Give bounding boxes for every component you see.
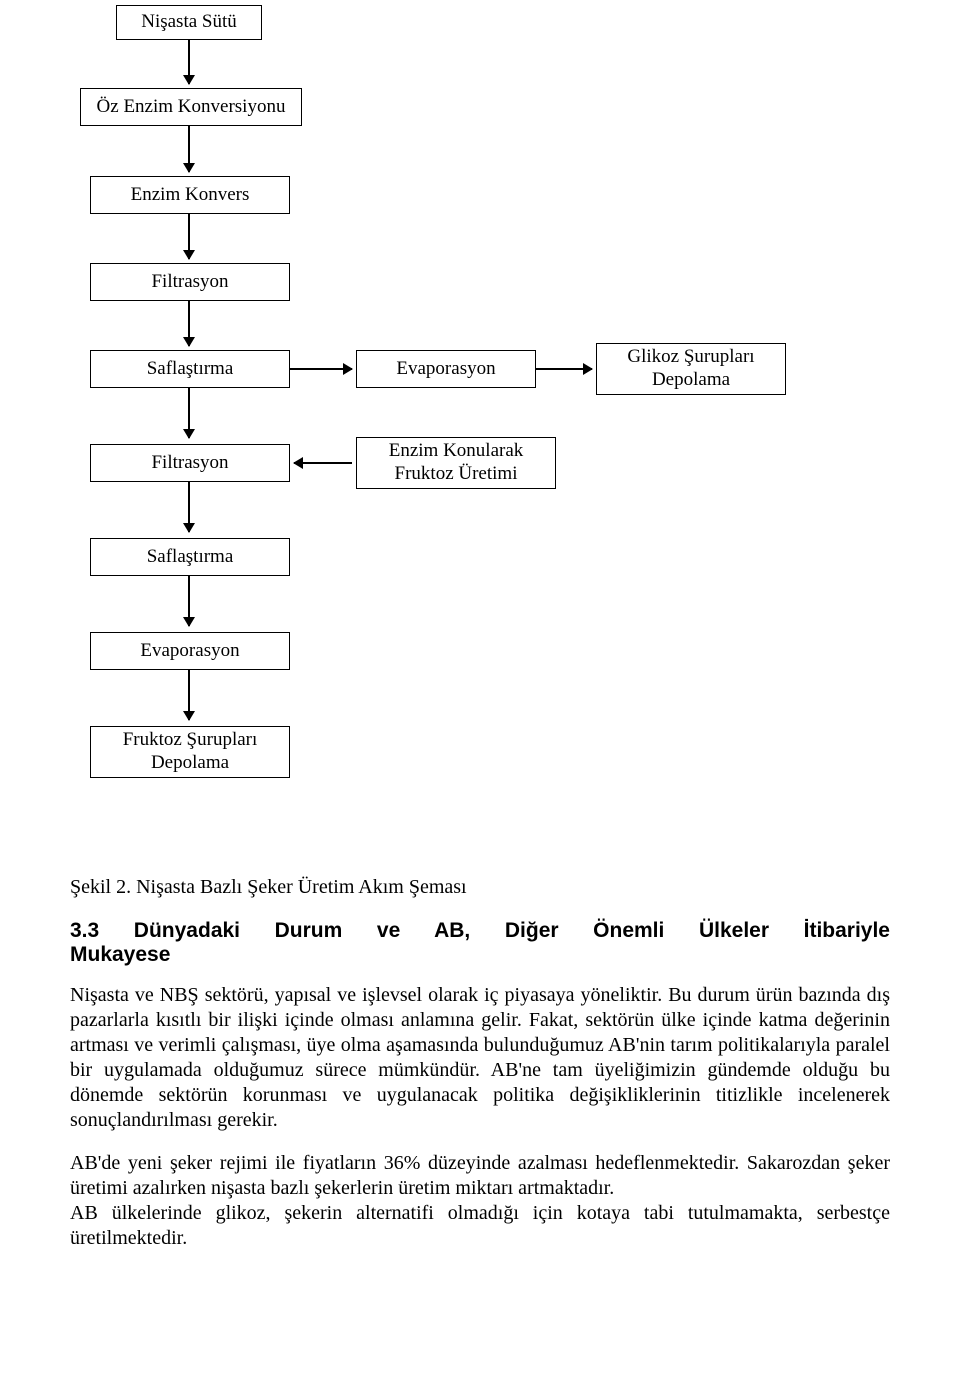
arrow-down-icon — [188, 40, 190, 84]
arrow-down-icon — [188, 301, 190, 346]
section-title: 3.3 Dünyadaki Durum ve AB, Diğer Önemli … — [0, 913, 960, 973]
flow-node: Enzim Konvers — [90, 176, 290, 214]
figure-caption: Şekil 2. Nişasta Bazlı Şeker Üretim Akım… — [0, 870, 960, 913]
flow-node: Evaporasyon — [90, 632, 290, 670]
paragraph: AB ülkelerinde glikoz, şekerin alternati… — [70, 1201, 890, 1251]
body-text: Nişasta ve NBŞ sektörü, yapısal ve işlev… — [0, 973, 960, 1281]
arrow-down-icon — [188, 388, 190, 438]
flow-node: Saflaştırma — [90, 538, 290, 576]
arrow-down-icon — [188, 576, 190, 626]
paragraph: AB'de yeni şeker rejimi ile fiyatların 3… — [70, 1151, 890, 1201]
arrow-down-icon — [188, 482, 190, 532]
process-flowchart: Nişasta Sütü Öz Enzim Konversiyonu Enzim K… — [0, 0, 960, 870]
flow-node: Nişasta Sütü — [116, 5, 262, 40]
flow-node: Filtrasyon — [90, 444, 290, 482]
flow-node: Saflaştırma — [90, 350, 290, 388]
arrow-right-icon — [536, 368, 592, 370]
paragraph: Nişasta ve NBŞ sektörü, yapısal ve işlev… — [70, 983, 890, 1133]
arrow-right-icon — [290, 368, 352, 370]
arrow-down-icon — [188, 670, 190, 720]
flow-node: Glikoz ŞuruplarıDepolama — [596, 343, 786, 395]
flow-node: Fruktoz ŞuruplarıDepolama — [90, 726, 290, 778]
flow-node: Enzim KonularakFruktoz Üretimi — [356, 437, 556, 489]
arrow-down-icon — [188, 126, 190, 172]
arrow-down-icon — [188, 214, 190, 259]
flow-node: Filtrasyon — [90, 263, 290, 301]
flow-node: Evaporasyon — [356, 350, 536, 388]
flow-node: Öz Enzim Konversiyonu — [80, 88, 302, 126]
arrow-left-icon — [294, 462, 352, 464]
